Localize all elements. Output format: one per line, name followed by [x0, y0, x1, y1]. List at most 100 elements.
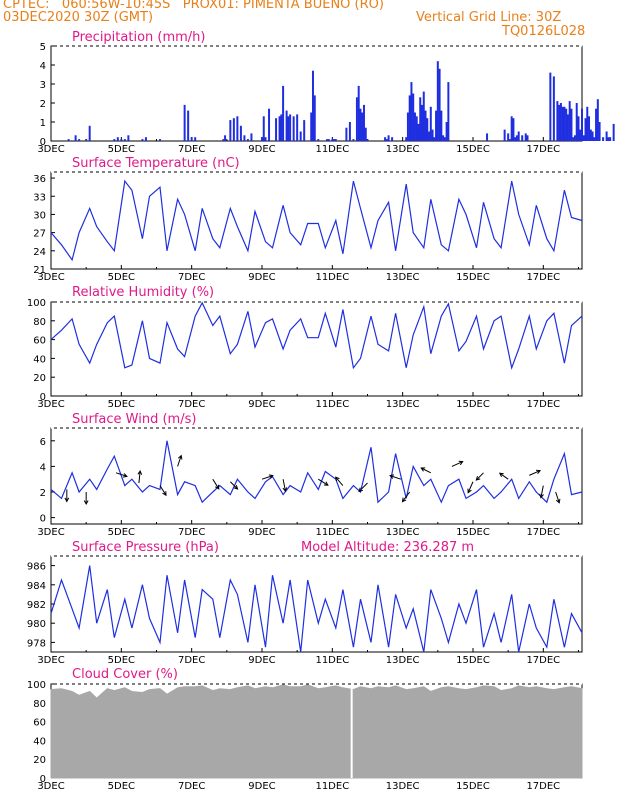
wind-arrow-head — [64, 497, 70, 503]
wind-arrow-head — [335, 476, 340, 482]
precip-bar — [366, 139, 369, 141]
y-tick-label: 21 — [33, 265, 46, 276]
x-tick-label: 9DEC — [248, 272, 275, 283]
x-tick-label: 17DEC — [526, 144, 560, 155]
y-tick-label: 40 — [33, 354, 46, 365]
precip-bar — [384, 137, 387, 141]
precip-bar — [359, 108, 362, 141]
plot-frame — [50, 171, 583, 270]
panel-title: Surface Pressure (hPa) — [72, 540, 219, 555]
precip-bar — [243, 135, 246, 141]
y-tick-label: 0 — [40, 137, 46, 148]
precip-bar — [88, 125, 91, 141]
precip-bar — [436, 61, 439, 142]
wind-arrow-head — [215, 484, 220, 490]
precip-bar — [558, 104, 561, 141]
precip-bar — [334, 139, 337, 141]
precip-bar — [584, 118, 587, 141]
precip-bar — [577, 116, 580, 141]
precip-bar — [605, 131, 608, 141]
precip-bar — [224, 135, 227, 141]
precip-bar — [361, 112, 364, 141]
y-tick-label: 984 — [27, 581, 46, 592]
y-tick-label: 2 — [40, 488, 46, 499]
wind-arrow — [467, 481, 474, 493]
x-tick-label: 5DEC — [108, 144, 135, 155]
wind-arrow-head — [420, 467, 426, 472]
y-tick-label: 24 — [33, 247, 46, 258]
precip-bar — [422, 91, 425, 141]
precip-bar — [561, 106, 564, 141]
wind-arrow-head — [177, 454, 183, 460]
precip-bar — [144, 137, 147, 141]
panel-title: Relative Humidity (%) — [72, 285, 214, 300]
precip-bar — [412, 93, 415, 141]
wind-arrow-head — [268, 474, 274, 479]
plot-frame — [50, 45, 583, 142]
precip-bar — [289, 114, 292, 141]
y-tick-label: 3 — [40, 80, 46, 91]
wind-arrow-head — [458, 460, 464, 466]
precip-bar — [435, 110, 438, 141]
precip-bar — [313, 95, 316, 141]
y-tick-label: 0 — [40, 392, 46, 403]
precip-bar — [508, 139, 511, 141]
precip-bar — [602, 137, 605, 141]
precip-bar — [310, 112, 313, 141]
wind-arrow — [138, 470, 141, 484]
x-tick-label: 5DEC — [108, 399, 135, 410]
wind-arrow-head — [122, 473, 128, 478]
precip-bar — [582, 135, 585, 141]
precip-bar — [552, 76, 555, 141]
wind-arrow — [159, 485, 167, 496]
precip-bar — [387, 135, 390, 141]
precip-bar — [127, 135, 130, 141]
wind-arrow-head — [233, 484, 239, 490]
wind-arrow — [358, 482, 368, 492]
y-tick-label: 0 — [40, 774, 46, 785]
precip-bar — [428, 131, 431, 141]
y-tick-label: 986 — [27, 562, 46, 573]
wind-arrow — [229, 481, 238, 490]
pres-series-line — [50, 565, 583, 653]
precip-bar — [275, 118, 278, 141]
precip-bar — [296, 114, 299, 141]
x-tick-label: 3DEC — [37, 655, 64, 666]
y-tick-label: 100 — [27, 680, 46, 691]
precip-bar — [222, 139, 225, 141]
precip-bar — [563, 106, 566, 141]
x-tick-label: 17DEC — [526, 655, 560, 666]
precip-bar — [352, 139, 355, 141]
precip-bar — [113, 139, 116, 141]
y-tick-label: 4 — [40, 61, 46, 72]
y-tick-label: 33 — [33, 192, 46, 203]
precip-bar — [596, 99, 599, 141]
x-tick-label: 15DEC — [456, 399, 490, 410]
precip-bar — [78, 139, 81, 141]
precip-bar — [565, 108, 568, 141]
precip-bar — [229, 120, 232, 141]
precip-bar — [593, 137, 596, 141]
header-run-time: 03DEC2020 30Z (GMT) — [3, 10, 154, 25]
wind-arrow — [475, 472, 484, 481]
precip-bar — [236, 116, 239, 141]
wind-arrow — [317, 478, 329, 486]
precip-bar — [559, 103, 562, 141]
y-tick-label: 0 — [40, 514, 46, 525]
y-tick-label: 60 — [33, 336, 46, 347]
y-tick-label: 20 — [33, 373, 46, 384]
precip-bar — [85, 139, 88, 141]
y-tick-label: 36 — [33, 174, 46, 185]
y-tick-label: 6 — [40, 437, 46, 448]
x-tick-label: 11DEC — [315, 655, 349, 666]
precip-bar — [598, 122, 601, 141]
y-tick-label: 30 — [33, 210, 46, 221]
precip-bar — [239, 125, 242, 141]
precip-bar — [581, 108, 583, 141]
y-tick-label: 80 — [33, 699, 46, 710]
y-tick-label: 982 — [27, 600, 46, 611]
precip-bar — [514, 137, 517, 141]
y-tick-label: 27 — [33, 229, 46, 240]
precip-bar — [362, 104, 365, 141]
panel-title: Cloud Cover (%) — [72, 667, 178, 682]
